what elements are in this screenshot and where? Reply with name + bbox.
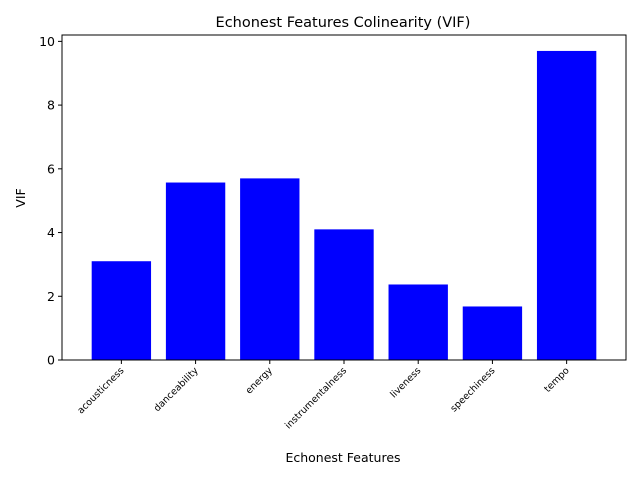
y-axis-label: VIF — [13, 188, 28, 207]
bar-instrumentalness — [314, 229, 374, 360]
x-tick-label: instrumentalness — [283, 365, 349, 431]
bars — [91, 50, 597, 361]
y-tick-label: 8 — [47, 98, 55, 113]
y-tick-label: 4 — [47, 225, 55, 240]
x-tick-label: speechiness — [449, 365, 498, 414]
bar-danceability — [165, 182, 226, 360]
y-tick-label: 10 — [39, 34, 55, 49]
chart-title: Echonest Features Colinearity (VIF) — [216, 15, 471, 31]
x-tick-label: tempo — [542, 365, 572, 395]
y-axis: 0 2 4 6 8 10 — [39, 34, 62, 368]
bar-liveness — [388, 284, 448, 360]
bar-tempo — [536, 50, 597, 361]
bar-acousticness — [91, 261, 152, 360]
x-tick-label: acousticness — [75, 365, 126, 416]
y-tick-label: 2 — [47, 289, 55, 304]
x-tick-label: danceability — [152, 365, 201, 414]
x-tick-label: liveness — [388, 365, 423, 400]
plot-frame — [61, 34, 627, 361]
bar-speechiness — [462, 306, 523, 360]
y-tick-label: 0 — [47, 353, 55, 368]
bar-energy — [240, 178, 300, 360]
x-tick-label: energy — [244, 365, 275, 396]
x-axis: acousticness danceability energy instrument… — [75, 360, 572, 431]
y-tick-label: 6 — [47, 161, 55, 176]
x-axis-label: Echonest Features — [285, 450, 400, 465]
